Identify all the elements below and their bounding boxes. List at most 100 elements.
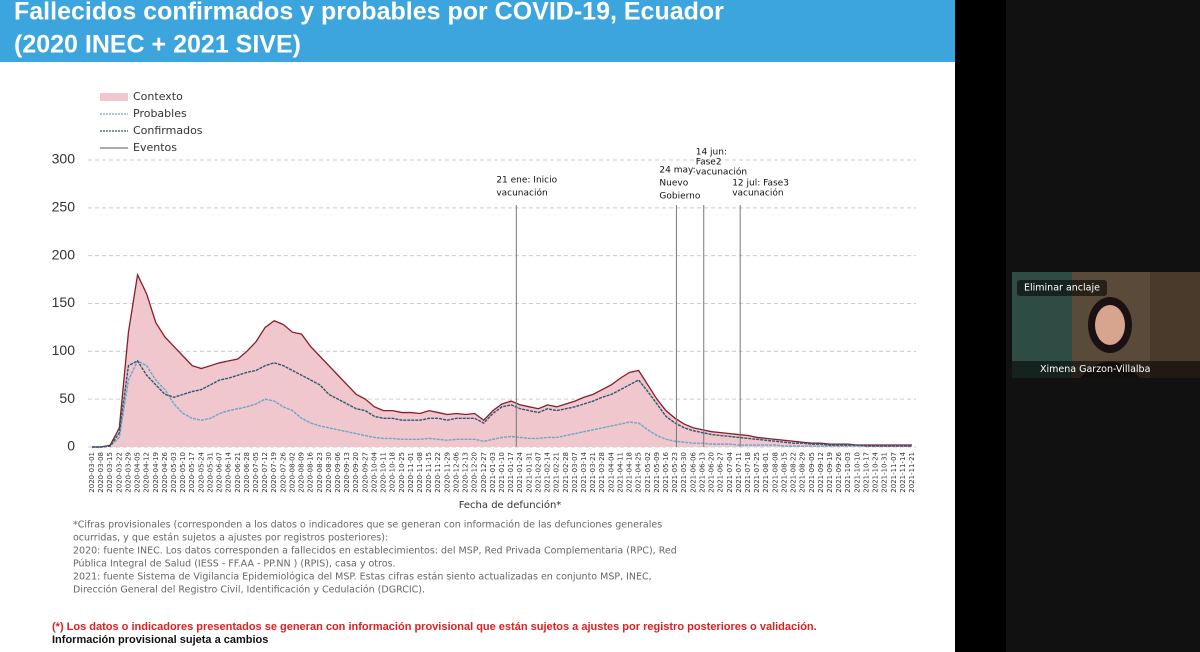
x-tick-label: 2020-09-06 [334,451,342,492]
x-tick-label: 2021-01-10 [498,452,506,493]
name-bar [1012,361,1200,378]
slide-title: Fallecidos confirmados y probables por C… [14,0,724,26]
x-tick-label: 2020-09-27 [361,452,369,493]
event-label: Nuevo [659,179,688,189]
x-tick-label: 2021-05-02 [644,452,652,493]
disclaimer: Información provisional sujeta a cambios [52,634,268,646]
x-tick-label: 2021-07-18 [744,452,752,493]
line [92,359,912,448]
x-tick-label: 2021-01-17 [507,452,515,493]
x-tick-label: 2020-03-01 [88,452,96,493]
line [92,359,912,448]
area [92,274,912,447]
legend-label: Contexto [133,90,183,103]
x-tick-label: 2021-08-29 [799,452,807,493]
footnote: Pública Integral de Salud (IESS - FF.AA … [73,559,395,570]
x-tick-label: 2020-05-24 [197,451,205,492]
slide [0,0,955,652]
x-tick-label: 2021-04-11 [616,452,624,493]
x-tick-label: 2020-04-05 [134,452,142,493]
x-tick-label: 2021-10-17 [862,452,870,493]
y-tick-label: 50 [59,390,75,406]
x-tick-label: 2020-03-15 [106,452,114,493]
x-tick-label: 2021-03-14 [580,451,588,492]
x-tick-label: 2021-04-04 [607,451,615,492]
event-label: vacunación [696,167,747,178]
event-label: 14 jun: [696,148,727,158]
x-tick-label: 2020-10-11 [380,452,388,493]
x-tick-label: 2020-07-19 [270,452,278,493]
x-tick-label: 2020-07-05 [252,452,260,493]
footnote: *Cifras provisionales (corresponden a lo… [73,520,662,531]
x-tick-label: 2020-12-13 [462,452,470,493]
x-tick-label: 2020-05-10 [179,452,187,493]
area-outline [92,272,912,448]
x-tick-label: 2020-05-31 [206,452,214,493]
x-tick-label: 2021-06-13 [698,452,706,493]
x-tick-label: 2021-11-14 [899,451,907,492]
footnote: 2020: fuente INEC. Los datos corresponde… [73,546,677,557]
video-tile: Eliminar anclaje Ximena Garzon-Villalba [1012,272,1200,378]
x-tick-label: 2020-04-19 [152,452,160,493]
legend-label: Eventos [133,141,177,154]
x-tick-label: 2021-03-07 [571,452,579,493]
x-tick-label: 2021-11-21 [908,452,916,493]
x-tick-label: 2021-06-27 [717,452,725,493]
unpin-button[interactable] [1017,280,1107,296]
slide-title: (2020 INEC + 2021 SIVE) [14,31,301,59]
x-tick-label: 2021-02-07 [534,452,542,493]
unpin-label[interactable]: Eliminar anclaje [1024,283,1100,294]
x-tick-label: 2021-08-22 [790,452,798,493]
y-tick-label: 200 [52,246,76,262]
x-tick-label: 2021-08-15 [780,452,788,493]
x-tick-label: 2021-05-16 [662,451,670,492]
x-tick-label: 2020-11-01 [407,452,415,493]
event-label: vacunación [496,188,547,199]
x-tick-label: 2020-06-14 [225,451,233,492]
x-tick-label: 2021-10-03 [844,452,852,493]
x-tick-label: 2020-07-12 [261,452,269,493]
x-tick-label: 2020-08-16 [307,451,315,492]
participant-name: Ximena Garzon-Villalba [1040,364,1150,375]
legend-label: Confirmados [133,124,203,137]
x-tick-label: 2020-03-08 [97,452,105,493]
x-tick-label: 2020-04-12 [143,452,151,493]
y-tick-label: 300 [52,151,76,167]
x-tick-label: 2021-11-07 [890,452,898,493]
x-tick-label: 2020-10-25 [398,452,406,493]
footnote: Dirección General del Registro Civil, Id… [73,585,425,596]
x-tick-label: 2020-11-29 [443,452,451,493]
x-tick-label: 2021-08-08 [771,452,779,493]
x-tick-label: 2020-12-06 [452,451,460,492]
x-tick-label: 2020-04-26 [161,451,169,492]
x-tick-label: 2021-10-31 [881,452,889,493]
x-tick-label: 2021-02-28 [562,452,570,493]
y-tick-label: 0 [67,438,75,454]
x-tick-label: 2021-09-19 [826,452,834,493]
x-tick-label: 2021-07-25 [753,452,761,493]
x-tick-label: 2021-01-24 [516,451,524,492]
x-tick-label: 2021-01-31 [525,452,533,493]
x-tick-label: 2020-05-17 [188,452,196,493]
shelf [1150,272,1200,378]
x-tick-label: 2020-10-18 [389,452,397,493]
x-tick-label: 2021-05-30 [680,452,688,493]
x-tick-label: 2021-06-20 [708,452,716,493]
x-tick-label: 2021-09-26 [835,451,843,492]
event-label: Fase2 [696,158,722,168]
warning: (*) Los datos o indicadores presentados … [52,621,817,633]
x-tick-label: 2021-10-10 [853,452,861,493]
x-tick-label: 2021-10-24 [872,451,880,492]
x-tick-label: 2021-04-18 [626,452,634,493]
y-tick-label: 100 [52,342,76,358]
x-tick-label: 2021-03-28 [598,452,606,493]
footnote: ocurridas, y que están sujetos a ajustes… [73,533,388,544]
x-tick-label: 2020-05-03 [170,452,178,493]
x-tick-label: 2020-08-09 [298,452,306,493]
face [1095,305,1125,345]
x-tick-label: 2021-02-21 [553,452,561,493]
x-tick-label: 2020-09-20 [352,452,360,493]
x-axis-label: Fecha de defunción* [459,499,562,511]
y-tick-label: 150 [52,294,76,310]
x-tick-label: 2020-11-22 [434,452,442,493]
